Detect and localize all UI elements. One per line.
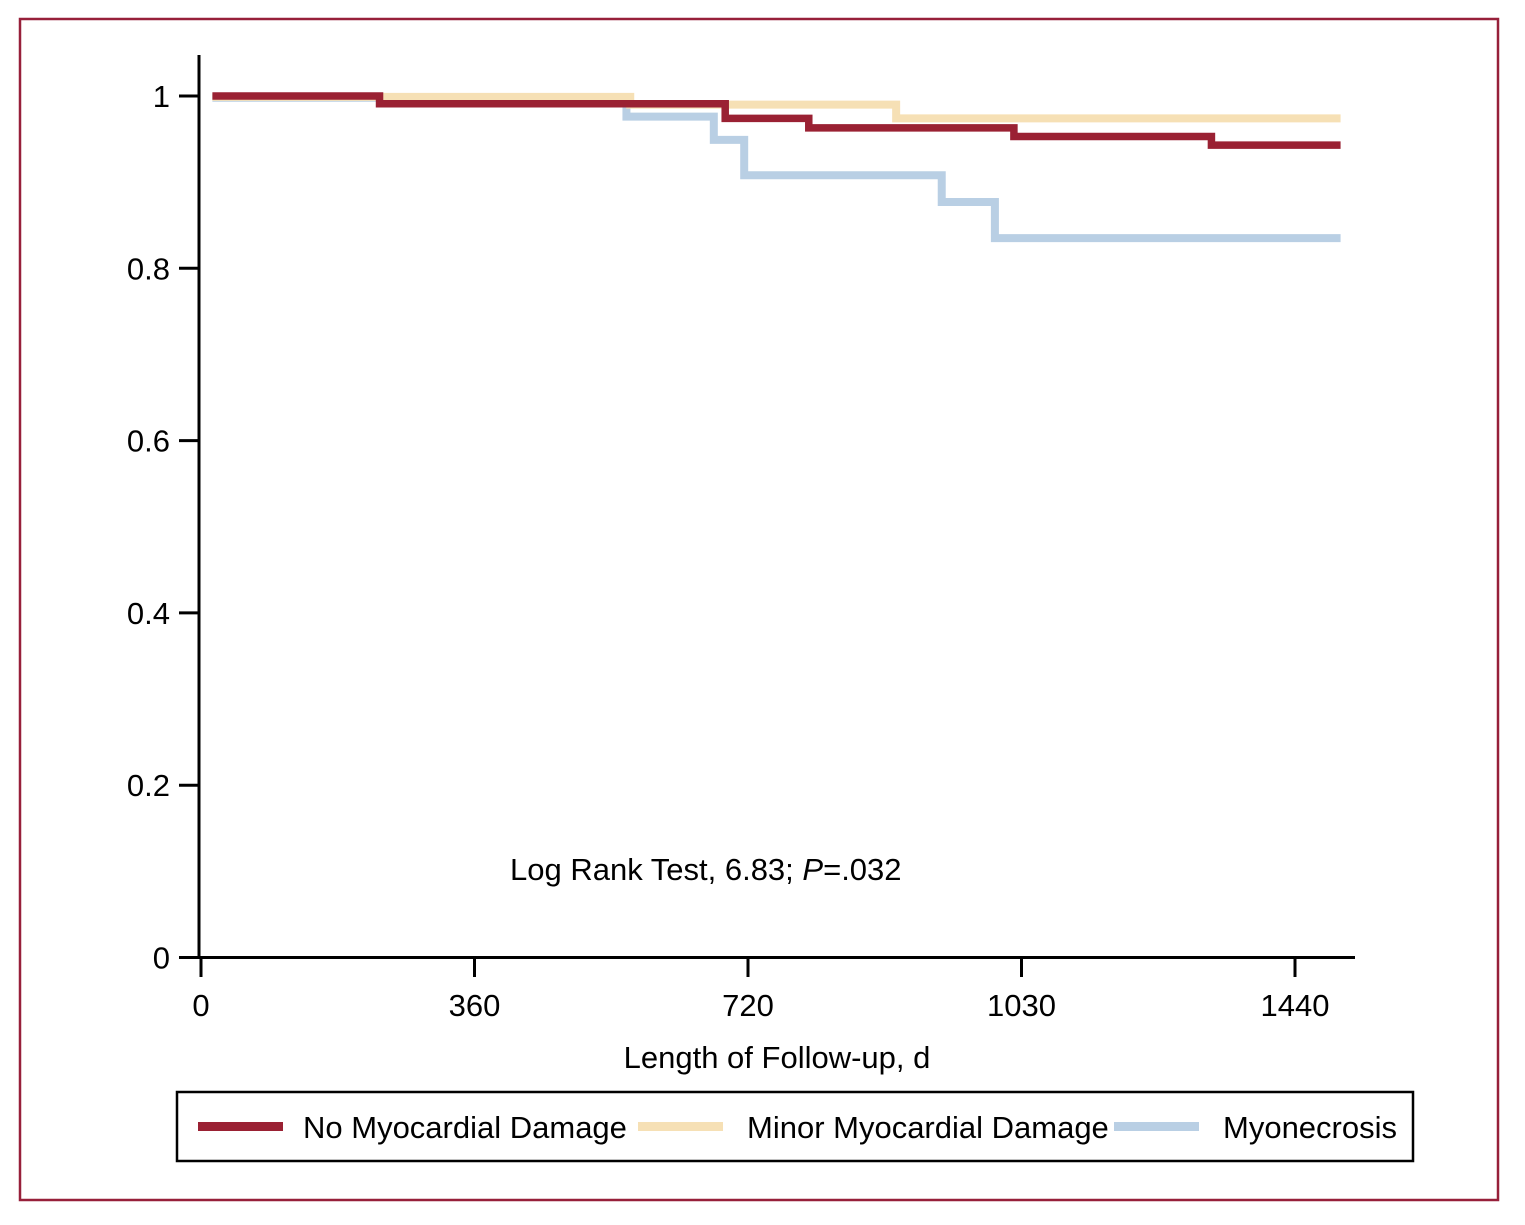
x-tick-label: 360 — [449, 988, 501, 1023]
y-tick-label: 0.2 — [127, 768, 170, 803]
x-tick-label: 1030 — [987, 988, 1056, 1023]
x-axis-label: Length of Follow-up, d — [624, 1040, 931, 1075]
series-curves — [212, 92, 1341, 243]
x-tick-label: 720 — [722, 988, 774, 1023]
x-tick-label: 1440 — [1261, 988, 1330, 1023]
legend-box — [175, 1090, 1415, 1163]
x-tick-label: 0 — [192, 988, 209, 1023]
axes: 0 0.2 0.4 0.6 0.8 1 0 360 720 1030 1440 — [127, 55, 1355, 1023]
y-tick-label: 1 — [153, 79, 170, 114]
series-path-minor-myocardial-damage — [212, 92, 1341, 123]
series-path-no-myocardial-damage — [212, 92, 1341, 149]
legend-label-no-myocardial-damage: No Myocardial Damage — [303, 1110, 627, 1145]
y-tick-label: 0.4 — [127, 596, 170, 631]
legend-label-minor-myocardial-damage: Minor Myocardial Damage — [747, 1110, 1109, 1145]
annotation-suffix: =.032 — [823, 852, 901, 887]
annotation-p-symbol: P — [802, 852, 823, 887]
y-tick-label: 0.8 — [127, 251, 170, 286]
log-rank-annotation: Log Rank Test, 6.83; P=.032 — [510, 852, 902, 887]
y-tick-label: 0.6 — [127, 424, 170, 459]
legend-label-myonecrosis: Myonecrosis — [1223, 1110, 1397, 1145]
annotation-prefix: Log Rank Test, 6.83; — [510, 852, 802, 887]
y-tick-label: 0 — [153, 941, 170, 976]
series-path-myonecrosis — [212, 93, 1341, 243]
figure-frame — [18, 17, 1500, 1202]
legend: No Myocardial Damage Minor Myocardial Dam… — [175, 1090, 1415, 1163]
